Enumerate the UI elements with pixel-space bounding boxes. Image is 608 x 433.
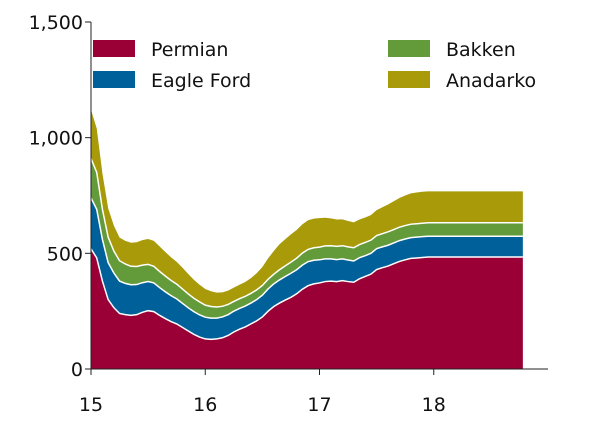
legend-label-permian: Permian bbox=[151, 39, 228, 61]
tick-labels-group: 0 500 1,000 1,500 15 16 17 18 bbox=[29, 12, 446, 416]
series-separator-2 bbox=[90, 197, 523, 319]
x-tick-label: 16 bbox=[193, 394, 217, 416]
legend-label-anadarko: Anadarko bbox=[446, 70, 536, 92]
area-permian bbox=[91, 248, 523, 369]
x-tick-label: 18 bbox=[422, 394, 446, 416]
y-tick-label: 1,500 bbox=[29, 12, 83, 34]
legend-swatch-bakken bbox=[388, 40, 430, 57]
y-tick-label: 500 bbox=[47, 243, 83, 265]
area-series-group bbox=[90, 109, 523, 369]
area-anadarko bbox=[91, 109, 523, 307]
x-tick-label: 15 bbox=[79, 394, 103, 416]
legend-label-bakken: Bakken bbox=[446, 39, 516, 61]
y-tick-label: 0 bbox=[71, 359, 83, 381]
series-separator-3 bbox=[90, 158, 523, 308]
y-tick-label: 1,000 bbox=[29, 128, 83, 150]
legend-swatch-eagle-ford bbox=[93, 71, 135, 88]
area-eagle-ford bbox=[91, 197, 523, 340]
legend-label-eagle-ford: Eagle Ford bbox=[151, 70, 251, 92]
series-separator-1 bbox=[90, 248, 523, 341]
legend: Permian Eagle Ford Bakken Anadarko bbox=[93, 39, 536, 92]
axes-group bbox=[85, 21, 548, 375]
legend-swatch-anadarko bbox=[388, 71, 430, 88]
legend-swatch-permian bbox=[93, 40, 135, 57]
x-tick-label: 17 bbox=[307, 394, 331, 416]
